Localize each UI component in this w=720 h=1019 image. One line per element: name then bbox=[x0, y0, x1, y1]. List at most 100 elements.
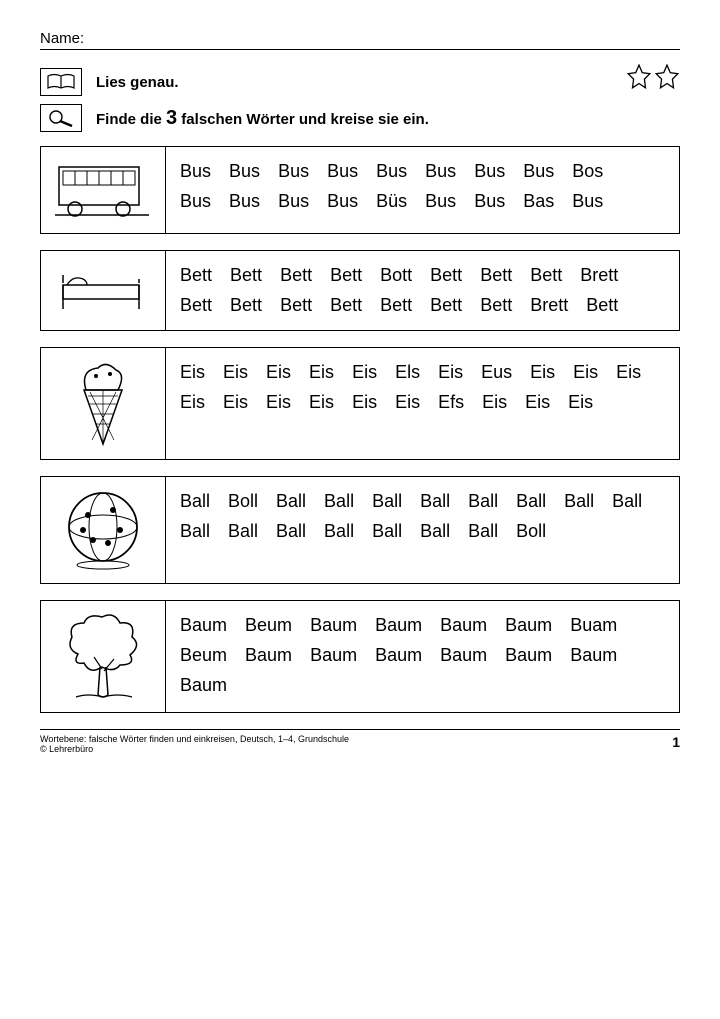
word: Ball bbox=[324, 517, 354, 547]
word: Baum bbox=[440, 641, 487, 671]
word: Eis bbox=[352, 388, 377, 418]
word: Bett bbox=[480, 261, 512, 291]
instr2-post: falschen Wörter und kreise sie ein. bbox=[177, 111, 429, 128]
word: Bus bbox=[425, 187, 456, 217]
word: Bett bbox=[480, 291, 512, 321]
word: Bett bbox=[430, 291, 462, 321]
word-grid: BettBettBettBettBottBettBettBettBrettBet… bbox=[166, 251, 679, 330]
word: Eis bbox=[223, 358, 248, 388]
word: Ball bbox=[372, 487, 402, 517]
bed-icon bbox=[41, 251, 166, 330]
word: Ball bbox=[516, 487, 546, 517]
footer-line-1: Wortebene: falsche Wörter finden und ein… bbox=[40, 734, 349, 744]
word: Bus bbox=[278, 157, 309, 187]
word: Bus bbox=[229, 187, 260, 217]
exercise-box: BettBettBettBettBottBettBettBettBrettBet… bbox=[40, 250, 680, 331]
book-icon bbox=[40, 68, 82, 96]
footer-line-2: © Lehrerbüro bbox=[40, 744, 349, 754]
instruction-1-text: Lies genau. bbox=[96, 74, 179, 91]
word: Baum bbox=[505, 611, 552, 641]
word: Ball bbox=[468, 487, 498, 517]
name-field: Name: bbox=[40, 30, 680, 50]
word: Brett bbox=[530, 291, 568, 321]
instruction-row-1: Lies genau. bbox=[40, 68, 680, 96]
word: Bett bbox=[180, 261, 212, 291]
word: Ball bbox=[372, 517, 402, 547]
word: Bett bbox=[530, 261, 562, 291]
icecream-icon bbox=[41, 348, 166, 459]
word: Bett bbox=[280, 261, 312, 291]
word: Bus bbox=[180, 187, 211, 217]
word: Eis bbox=[266, 358, 291, 388]
word: Eis bbox=[482, 388, 507, 418]
word: Eis bbox=[223, 388, 248, 418]
ball-icon bbox=[41, 477, 166, 583]
word: Eis bbox=[180, 358, 205, 388]
exercise-box: BaumBeumBaumBaumBaumBaumBuamBeumBaumBaum… bbox=[40, 600, 680, 713]
word: Bett bbox=[330, 261, 362, 291]
word: Ball bbox=[276, 487, 306, 517]
exercise-box: BallBollBallBallBallBallBallBallBallBall… bbox=[40, 476, 680, 584]
word: Baum bbox=[440, 611, 487, 641]
word: Bett bbox=[230, 261, 262, 291]
word: Bus bbox=[523, 157, 554, 187]
word: Bus bbox=[572, 187, 603, 217]
word: Bus bbox=[474, 187, 505, 217]
word: Ball bbox=[180, 487, 210, 517]
footer-text: Wortebene: falsche Wörter finden und ein… bbox=[40, 734, 349, 754]
exercise-box: BusBusBusBusBusBusBusBusBosBusBusBusBusB… bbox=[40, 146, 680, 234]
word: Bett bbox=[586, 291, 618, 321]
word: Bus bbox=[376, 157, 407, 187]
word: Beum bbox=[245, 611, 292, 641]
instructions-block: Lies genau. Finde die 3 falschen Wörter … bbox=[40, 68, 680, 132]
magnifier-icon bbox=[40, 104, 82, 132]
word: Beum bbox=[180, 641, 227, 671]
word: Bett bbox=[380, 291, 412, 321]
word: Eis bbox=[573, 358, 598, 388]
word: Eus bbox=[481, 358, 512, 388]
word: Baum bbox=[505, 641, 552, 671]
word: Eis bbox=[395, 388, 420, 418]
word: Bus bbox=[229, 157, 260, 187]
instr2-num: 3 bbox=[166, 107, 177, 129]
word: Eis bbox=[568, 388, 593, 418]
word: Bas bbox=[523, 187, 554, 217]
instr2-pre: Finde die bbox=[96, 111, 166, 128]
word: Bett bbox=[230, 291, 262, 321]
page-number: 1 bbox=[672, 734, 680, 750]
word: Bett bbox=[430, 261, 462, 291]
word: Eis bbox=[309, 358, 334, 388]
word: Eis bbox=[180, 388, 205, 418]
word: Bus bbox=[180, 157, 211, 187]
word: Eis bbox=[309, 388, 334, 418]
word: Baum bbox=[180, 611, 227, 641]
star-icon bbox=[654, 64, 680, 90]
word: Ball bbox=[420, 517, 450, 547]
word: Bett bbox=[330, 291, 362, 321]
exercises-container: BusBusBusBusBusBusBusBusBosBusBusBusBusB… bbox=[40, 146, 680, 713]
word-grid: EisEisEisEisEisElsEisEusEisEisEisEisEisE… bbox=[166, 348, 679, 459]
word: Bus bbox=[278, 187, 309, 217]
word: Baum bbox=[180, 671, 227, 701]
word-grid: BaumBeumBaumBaumBaumBaumBuamBeumBaumBaum… bbox=[166, 601, 679, 712]
word: Baum bbox=[310, 641, 357, 671]
word: Boll bbox=[228, 487, 258, 517]
word: Bus bbox=[474, 157, 505, 187]
bus-icon bbox=[41, 147, 166, 233]
word: Ball bbox=[420, 487, 450, 517]
page-footer: Wortebene: falsche Wörter finden und ein… bbox=[40, 729, 680, 754]
word: Bett bbox=[280, 291, 312, 321]
word: Eis bbox=[616, 358, 641, 388]
word-grid: BusBusBusBusBusBusBusBusBosBusBusBusBusB… bbox=[166, 147, 679, 233]
star-icon bbox=[626, 64, 652, 90]
word: Baum bbox=[375, 611, 422, 641]
word: Buam bbox=[570, 611, 617, 641]
word: Eis bbox=[266, 388, 291, 418]
word: Ball bbox=[324, 487, 354, 517]
exercise-box: EisEisEisEisEisElsEisEusEisEisEisEisEisE… bbox=[40, 347, 680, 460]
word: Bus bbox=[327, 157, 358, 187]
word: Baum bbox=[310, 611, 357, 641]
word: Bett bbox=[180, 291, 212, 321]
word: Boll bbox=[516, 517, 546, 547]
word: Eis bbox=[438, 358, 463, 388]
